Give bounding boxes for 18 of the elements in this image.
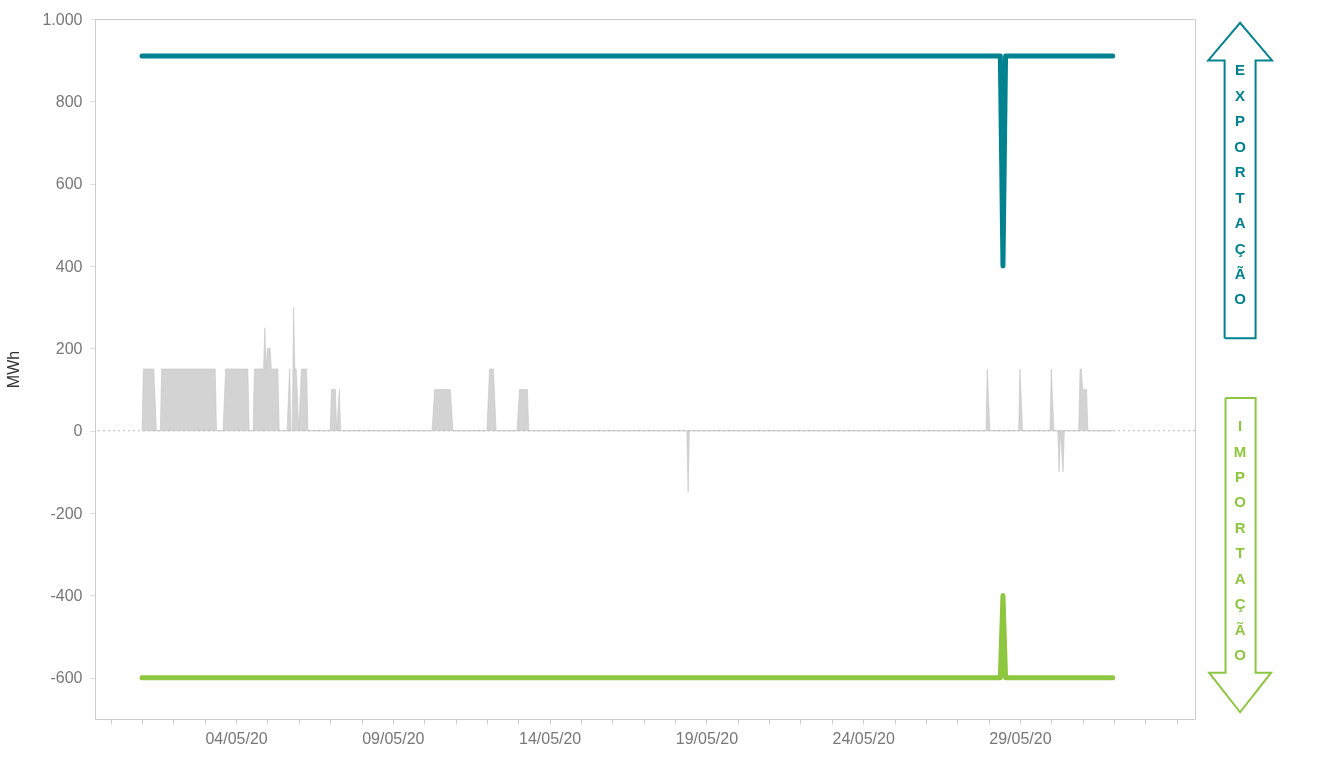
text: IMPORTAÇÃO xyxy=(1233,417,1247,664)
y-tick-label: 600 xyxy=(55,175,83,193)
x-tick-label: 04/05/20 xyxy=(205,729,268,747)
y-tick-label: -400 xyxy=(50,586,83,604)
y-tick-label: -600 xyxy=(50,669,83,687)
y-axis-title: MWh xyxy=(5,350,23,389)
x-tick-label: 29/05/20 xyxy=(989,729,1052,747)
y-tick-label: 0 xyxy=(73,422,83,440)
y-tick-label: 1.000 xyxy=(42,10,83,28)
x-tick-label: 19/05/20 xyxy=(675,729,739,747)
y-tick-label: 400 xyxy=(55,257,83,275)
x-tick-label: 09/05/20 xyxy=(362,729,425,747)
y-tick-label: -200 xyxy=(50,504,83,522)
x-tick-label: 14/05/20 xyxy=(518,729,582,747)
text: EXPORTAÇÃO xyxy=(1234,61,1246,308)
x-tick-label: 24/05/20 xyxy=(832,729,895,747)
y-tick-label: 800 xyxy=(55,92,83,110)
y-tick-label: 200 xyxy=(55,339,83,357)
